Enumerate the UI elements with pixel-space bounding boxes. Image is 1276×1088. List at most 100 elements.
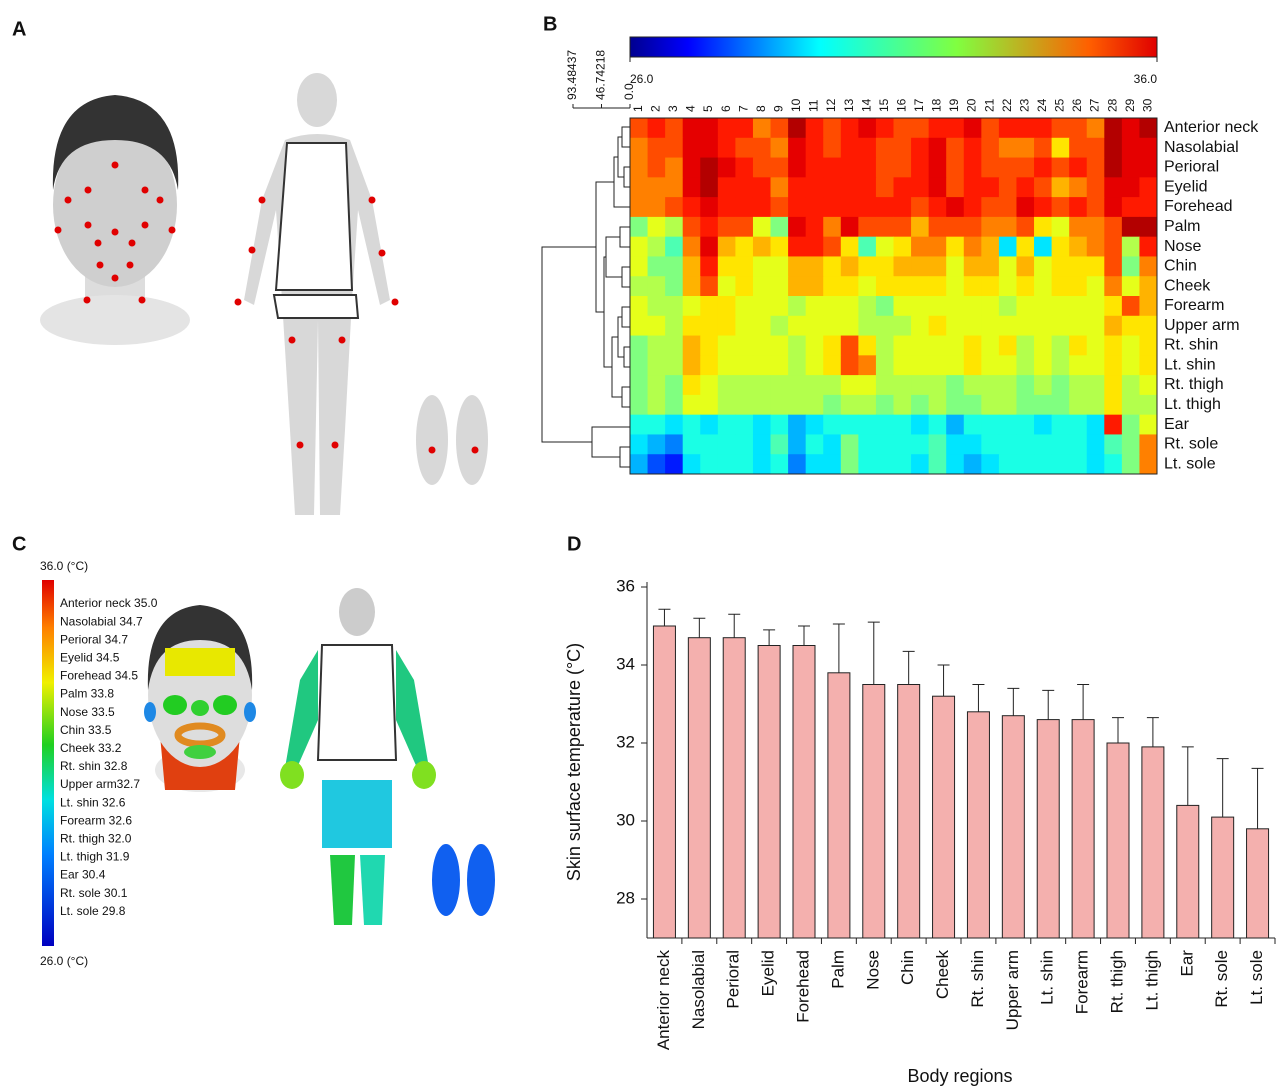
heat-cell [1052,415,1070,435]
heat-cell [999,395,1017,415]
heat-cell [1139,296,1157,316]
heat-cell [806,177,824,197]
row-label: Nose [1164,238,1201,255]
heat-cell [1034,355,1052,375]
heat-cell [946,138,964,158]
color-scale [42,580,54,946]
heat-cell [1122,256,1140,276]
heat-cell [1034,395,1052,415]
heat-cell [648,415,666,435]
column-label: 19 [947,98,961,112]
heat-cell [700,177,718,197]
heat-cell [630,316,648,336]
heat-cell [929,296,947,316]
heat-cell [929,316,947,336]
heat-cell [1069,296,1087,316]
heat-cell [929,375,947,395]
heat-cell [753,395,771,415]
heat-cell [630,415,648,435]
heat-cell [858,138,876,158]
heat-cell [823,158,841,178]
heat-cell [981,158,999,178]
heat-cell [999,237,1017,257]
heat-cell [735,158,753,178]
heat-cell [648,276,666,296]
heat-cell [735,276,753,296]
heat-cell [735,336,753,356]
heat-cell [1139,415,1157,435]
legend-item: Anterior neck 35.0 [60,596,158,610]
heat-cell [665,296,683,316]
bar [1177,805,1199,938]
heat-cell [1016,296,1034,316]
heat-cell [876,454,894,474]
heat-cell [1052,177,1070,197]
heat-cell [929,138,947,158]
heat-cell [700,256,718,276]
heat-cell [823,217,841,237]
heat-cell [683,395,701,415]
heat-cell [665,415,683,435]
heat-cell [665,256,683,276]
legend-item: Lt. thigh 31.9 [60,850,130,864]
heat-cell [981,276,999,296]
heat-cell [964,177,982,197]
column-label: 21 [982,98,996,112]
heat-cell [700,296,718,316]
heat-cell [999,118,1017,138]
heat-cell [1139,336,1157,356]
face-map [144,605,256,792]
heat-cell [1139,217,1157,237]
column-label: 20 [965,98,979,112]
heat-cell [841,434,859,454]
heat-cell [1069,395,1087,415]
heat-cell [788,434,806,454]
heat-cell [1122,217,1140,237]
heat-cell [841,336,859,356]
heat-cell [1139,177,1157,197]
heat-cell [665,276,683,296]
heat-cell [1087,177,1105,197]
heat-cell [964,217,982,237]
x-tick-label: Lt. thigh [1142,950,1161,1011]
row-label: Upper arm [1164,317,1240,334]
heat-cell [911,454,929,474]
heat-cell [1139,118,1157,138]
row-label: Lt. thigh [1164,396,1221,413]
heat-cell [665,118,683,138]
heat-cell [946,177,964,197]
heat-cell [1139,237,1157,257]
heat-cell [1122,336,1140,356]
heat-cell [823,118,841,138]
y-tick-label: 36 [616,576,635,595]
heat-cell [1016,336,1034,356]
heat-cell [1087,158,1105,178]
heat-cell [806,217,824,237]
heat-cell [964,256,982,276]
heat-cell [823,237,841,257]
heat-cell [1034,256,1052,276]
heat-cell [1139,355,1157,375]
legend-item: Palm 33.8 [60,687,114,701]
heat-cell [683,118,701,138]
row-label: Forehead [1164,198,1233,215]
heat-cell [788,375,806,395]
heat-cell [981,355,999,375]
column-label: 1 [631,105,645,112]
heat-cell [1087,217,1105,237]
heat-cell [964,158,982,178]
panel-label: C [12,533,26,555]
heat-cell [981,395,999,415]
heat-cell [1087,336,1105,356]
legend-item: Forearm 32.6 [60,813,132,827]
x-tick-label: Eyelid [759,950,778,996]
heat-cell [735,217,753,237]
bar [828,673,850,938]
error-bar [868,622,880,684]
heat-cell [841,395,859,415]
heat-cell [823,395,841,415]
legend-item: Chin 33.5 [60,723,112,737]
heat-cell [718,375,736,395]
column-label: 28 [1105,98,1119,112]
heat-cell [806,256,824,276]
